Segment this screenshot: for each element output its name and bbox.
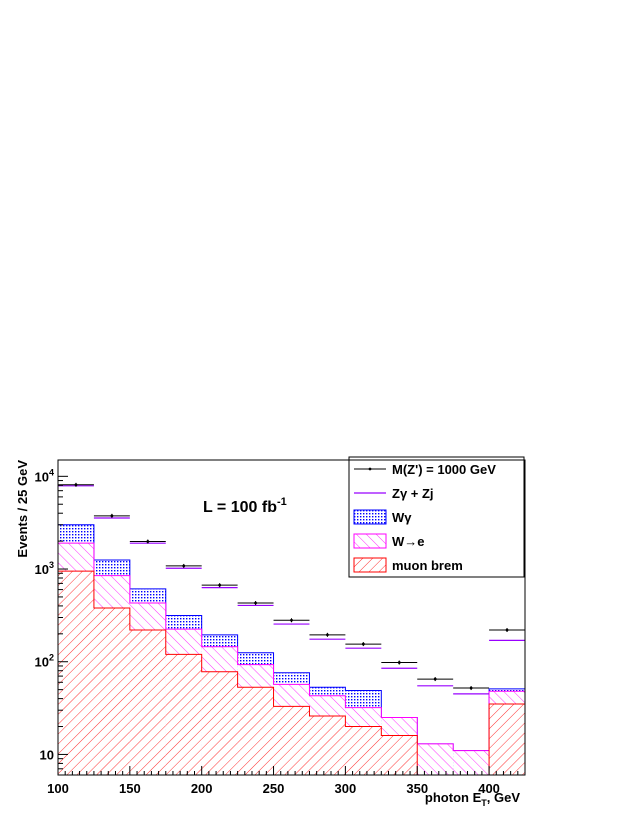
bar-muon-brem-12 — [489, 703, 525, 775]
signal-point-7 — [326, 633, 329, 637]
luminosity-annotation: L = 100 fb-1 — [203, 496, 287, 516]
legend-label: Wγ — [392, 510, 412, 525]
bar-muon-brem-4 — [201, 671, 238, 775]
signal-point-1 — [110, 514, 114, 518]
signal-point-0 — [74, 483, 78, 487]
x-tick-label: 400 — [478, 781, 500, 796]
legend-swatch-signal-point — [368, 467, 372, 471]
signal-point-5 — [254, 601, 257, 605]
legend-label: muon brem — [392, 558, 463, 573]
outline-w-e — [58, 542, 525, 775]
y-tick-label: 10 — [40, 747, 54, 762]
y-tick-label: 103 — [35, 560, 54, 577]
signal-point-11 — [469, 686, 473, 690]
signal-point-6 — [290, 618, 293, 622]
x-axis-label: photon ET, GeV — [425, 790, 520, 808]
x-tick-label: 100 — [47, 781, 69, 796]
bar-w-e-11 — [453, 750, 490, 775]
x-tick-label: 250 — [263, 781, 285, 796]
legend-swatch-muon-brem — [353, 557, 387, 573]
signal-point-4 — [218, 583, 222, 587]
x-tick-label: 200 — [191, 781, 213, 796]
legend: M(Z') = 1000 GeV Zγ + Zj Wγ W→e muon brem — [348, 456, 525, 578]
bar-muon-brem-2 — [129, 629, 166, 775]
legend-label: M(Z') = 1000 GeV — [392, 462, 496, 477]
legend-swatch-w- — [353, 509, 387, 525]
y-tick-label: 102 — [35, 653, 54, 670]
axes: 100 150 200 250 300 350 400 10 102 103 104 — [35, 459, 526, 796]
legend-label: W→e — [392, 534, 425, 549]
y-tick-label: 104 — [35, 467, 54, 484]
signal-point-8 — [361, 642, 365, 646]
y-axis-label: Events / 25 GeV — [15, 460, 30, 558]
bar-muon-brem-9 — [381, 735, 418, 775]
bar-muon-brem-8 — [345, 726, 382, 775]
bar-w-e-10 — [417, 743, 454, 775]
bar-muon-brem-3 — [165, 654, 202, 775]
bar-muon-brem-7 — [309, 715, 346, 775]
bar-muon-brem-5 — [237, 687, 274, 775]
signal-point-10 — [433, 677, 437, 681]
signal-point-3 — [182, 564, 186, 568]
legend-swatch-w-e — [353, 533, 387, 549]
bar-muon-brem-1 — [93, 607, 130, 775]
x-tick-label: 350 — [406, 781, 428, 796]
bar-muon-brem-0 — [58, 571, 94, 775]
signal-point-2 — [146, 540, 150, 543]
legend-label: Zγ + Zj — [392, 486, 434, 501]
signal-point-9 — [397, 661, 401, 664]
outline-muon-brem — [58, 570, 525, 775]
bar-muon-brem-6 — [273, 706, 310, 775]
signal-point-12 — [505, 628, 509, 632]
x-tick-label: 150 — [119, 781, 141, 796]
plot-area — [58, 482, 525, 775]
x-tick-label: 300 — [335, 781, 357, 796]
histogram-layer — [58, 482, 525, 775]
